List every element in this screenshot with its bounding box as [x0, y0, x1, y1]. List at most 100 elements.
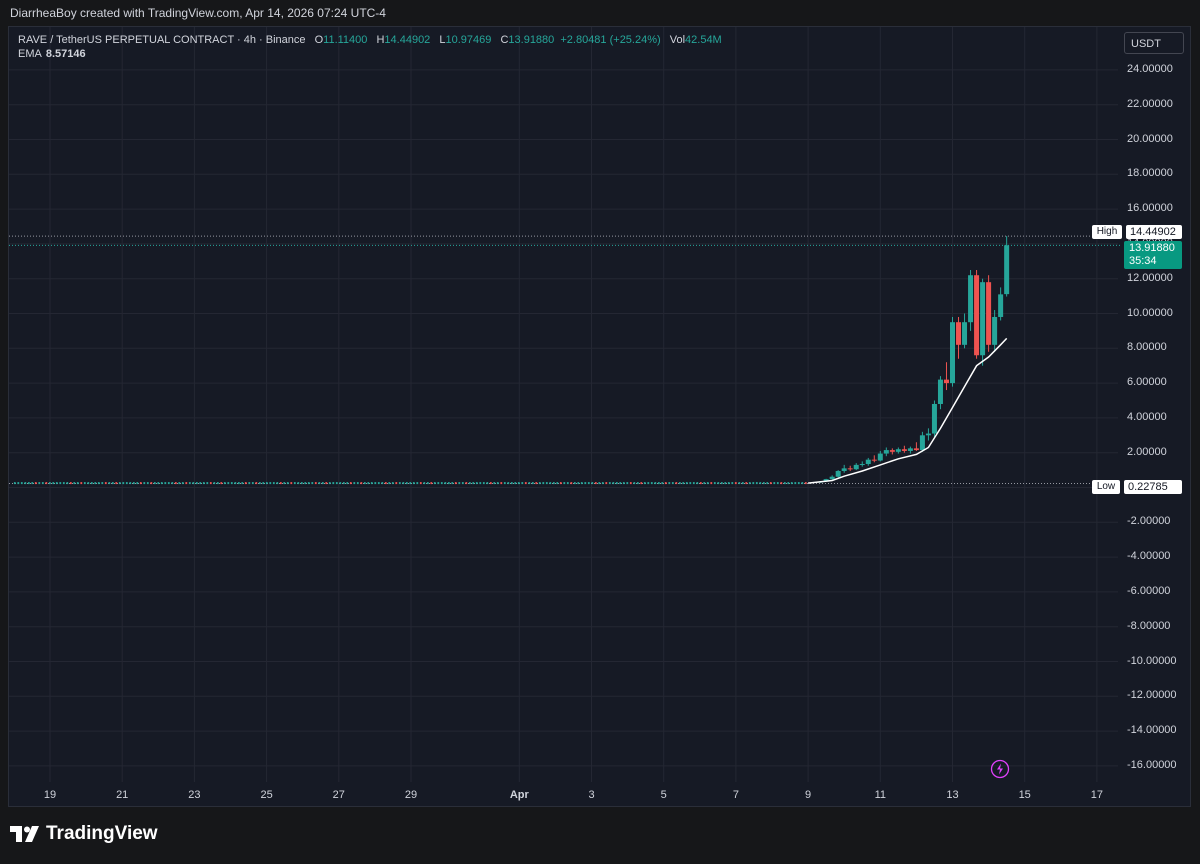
- flat-candle: [328, 482, 331, 485]
- flat-candle: [437, 482, 440, 485]
- flat-candle: [521, 482, 524, 485]
- chart-credit: DiarrheaBoy created with TradingView.com…: [10, 6, 386, 20]
- flat-candle: [731, 482, 734, 485]
- flat-candle: [66, 482, 69, 485]
- flat-candle: [759, 482, 762, 485]
- flat-candle: [279, 482, 282, 485]
- flat-candle: [650, 482, 653, 485]
- flat-candle: [20, 482, 23, 485]
- chart-panel[interactable]: [8, 26, 1191, 807]
- flat-candle: [734, 482, 737, 485]
- legend-high-label: H: [376, 34, 385, 46]
- flat-candle: [311, 482, 314, 485]
- flat-candle: [272, 482, 275, 485]
- y-tick-label: 12.00000: [1127, 271, 1173, 284]
- flat-candle: [304, 482, 307, 485]
- flat-candle: [654, 482, 657, 485]
- flat-candle: [545, 482, 548, 485]
- y-tick-label: -4.00000: [1127, 550, 1171, 563]
- flat-candle: [664, 482, 667, 485]
- y-tick-label: 22.00000: [1127, 97, 1173, 110]
- flat-candle: [549, 482, 552, 485]
- x-tick-label: 27: [332, 789, 345, 801]
- flat-candle: [801, 482, 804, 485]
- flat-candle: [528, 482, 531, 485]
- flat-candle: [213, 482, 216, 485]
- tradingview-logo: TradingView: [10, 823, 158, 845]
- candle-body: [829, 476, 835, 480]
- flat-candle: [419, 482, 422, 485]
- flat-candle: [433, 482, 436, 485]
- flat-candle: [787, 482, 790, 485]
- legend-volume-label: Vol: [669, 34, 686, 46]
- flat-candle: [804, 482, 807, 485]
- candle-body: [841, 468, 847, 471]
- flat-candle: [143, 482, 146, 485]
- flat-candle: [255, 482, 258, 485]
- flat-candle: [423, 482, 426, 485]
- candle-body: [1004, 245, 1010, 295]
- low-label: Low: [1092, 480, 1120, 494]
- flat-candle: [783, 482, 786, 485]
- flat-candle: [76, 482, 79, 485]
- candle-countdown: 35:34: [1129, 255, 1157, 267]
- candle-body: [992, 316, 998, 345]
- candle-body: [889, 450, 895, 452]
- y-tick-label: 10.00000: [1127, 306, 1173, 319]
- flat-candle: [657, 482, 660, 485]
- flat-candle: [552, 482, 555, 485]
- x-tick-label: 21: [116, 789, 129, 801]
- flat-candle: [472, 482, 475, 485]
- brand-name: TradingView: [46, 823, 158, 844]
- low-price-tag: 0.22785: [1124, 480, 1182, 494]
- flat-candle: [405, 482, 408, 485]
- flat-candle: [689, 482, 692, 485]
- flat-candle: [237, 482, 240, 485]
- flat-candle: [559, 482, 562, 485]
- flat-candle: [174, 482, 177, 485]
- flat-candle: [710, 482, 713, 485]
- y-tick-label: -2.00000: [1127, 515, 1171, 528]
- high-label: High: [1092, 225, 1122, 239]
- lightning-icon[interactable]: [990, 759, 1010, 779]
- flat-candle: [335, 482, 338, 485]
- flat-candle: [531, 482, 534, 485]
- flat-candle: [111, 482, 114, 485]
- flat-candle: [115, 482, 118, 485]
- flat-candle: [269, 482, 272, 485]
- x-tick-label: Apr: [509, 789, 529, 801]
- currency-button[interactable]: USDT: [1124, 32, 1184, 54]
- flat-candle: [619, 482, 622, 485]
- x-tick-label: 3: [588, 789, 595, 801]
- flat-candle: [430, 482, 433, 485]
- ema-legend[interactable]: EMA 8.57146: [18, 48, 86, 60]
- flat-candle: [342, 482, 345, 485]
- legend-close: 13.91880: [508, 34, 555, 46]
- candle-body: [847, 468, 853, 470]
- flat-candle: [633, 482, 636, 485]
- flat-candle: [24, 482, 27, 485]
- flat-candle: [230, 482, 233, 485]
- flat-candle: [717, 482, 720, 485]
- legend-low: 10.97469: [445, 34, 492, 46]
- flat-candle: [265, 482, 268, 485]
- flat-candle: [440, 482, 443, 485]
- y-tick-label: -10.00000: [1127, 654, 1177, 667]
- legend-symbol[interactable]: RAVE / TetherUS PERPETUAL CONTRACT · 4h …: [18, 34, 306, 46]
- last-price-tag: 13.91880 35:34: [1124, 241, 1182, 269]
- flat-candle: [489, 482, 492, 485]
- flat-candle: [209, 482, 212, 485]
- flat-candle: [388, 482, 391, 485]
- x-tick-label: 15: [1018, 789, 1031, 801]
- flat-candle: [153, 482, 156, 485]
- flat-candle: [251, 482, 254, 485]
- y-tick-label: 6.00000: [1127, 376, 1167, 389]
- candle-body: [986, 282, 992, 345]
- flat-candle: [776, 482, 779, 485]
- flat-candle: [402, 482, 405, 485]
- y-tick-label: 24.00000: [1127, 62, 1173, 75]
- x-tick-label: 29: [404, 789, 418, 801]
- x-tick-label: 17: [1090, 789, 1104, 801]
- flat-candle: [647, 482, 650, 485]
